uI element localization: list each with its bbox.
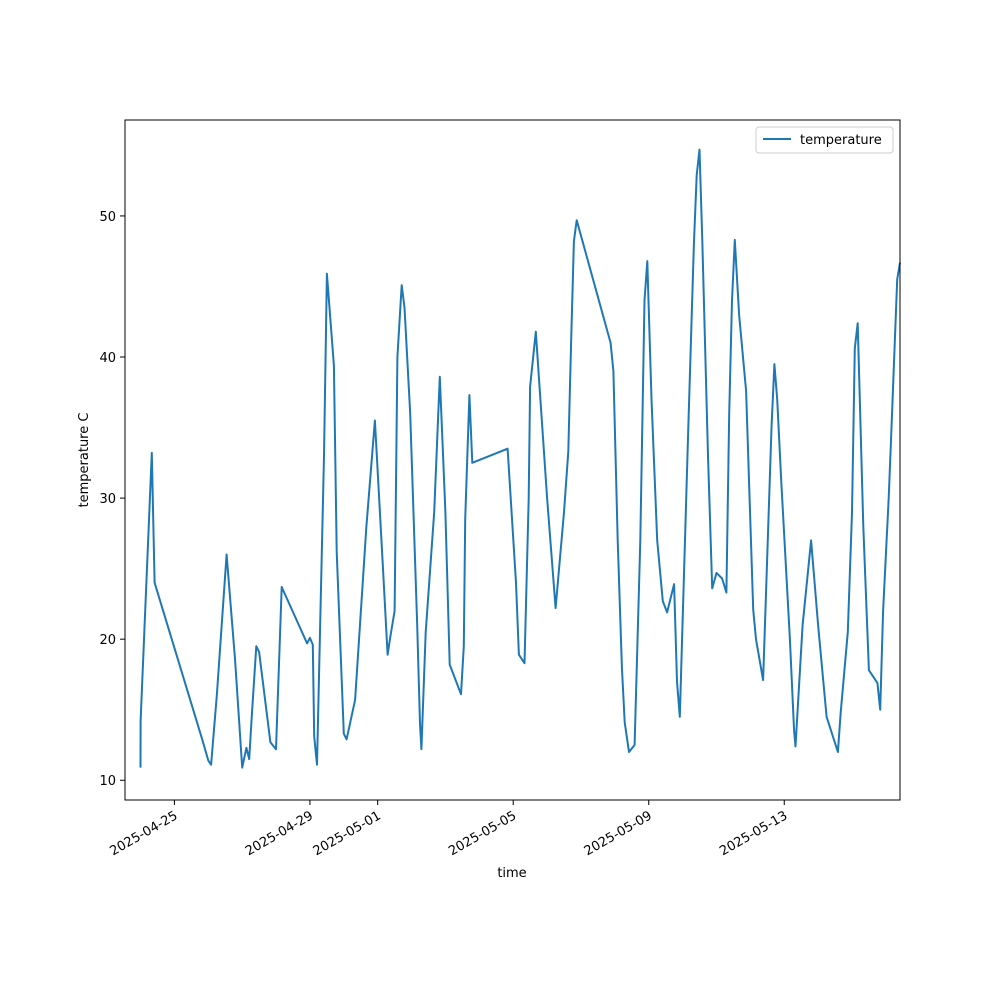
series-line-temperature <box>139 148 901 769</box>
legend-box <box>755 126 894 154</box>
plot-frame <box>124 119 901 801</box>
legend: temperature <box>755 126 894 154</box>
y-tick-label: 20 <box>99 633 116 648</box>
y-tick-label: 40 <box>99 351 116 366</box>
y-tick-label: 50 <box>99 210 116 225</box>
plot-series-layer <box>139 148 901 769</box>
y-tick-label: 30 <box>99 492 116 507</box>
x-axis-label: time <box>497 866 526 881</box>
y-axis: 10 20 30 40 50 <box>99 210 125 789</box>
legend-label-temperature: temperature <box>800 133 882 148</box>
y-tick-label: 10 <box>99 774 116 789</box>
y-axis-label: temperature C <box>77 413 92 508</box>
